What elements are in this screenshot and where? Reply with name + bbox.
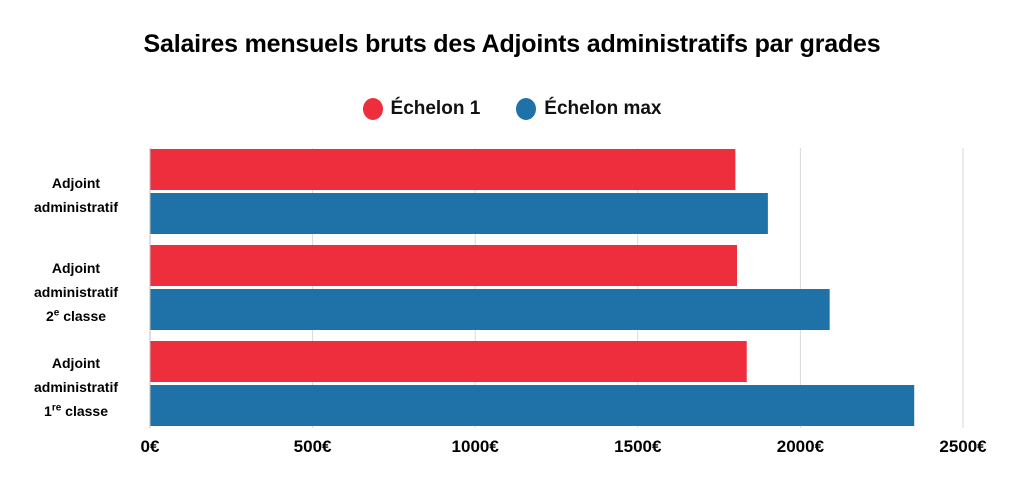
legend-item-echelon-1: Échelon 1 [362, 98, 481, 120]
bar-echelon-1 [150, 245, 737, 286]
category-label-superscript: re [51, 402, 62, 414]
category-label-2e-classe: Adjoint administratif 2e classe [10, 256, 142, 328]
legend-item-echelon-max: Échelon max [516, 98, 661, 120]
legend-label-echelon-1: Échelon 1 [390, 98, 481, 119]
category-label-line: 1re classe [10, 399, 142, 423]
category-label-line: Adjoint [51, 175, 101, 191]
category-label-line: administratif [33, 199, 118, 215]
category-label-line: Adjoint [51, 260, 101, 276]
category-label-grade-number: 2 [45, 308, 54, 324]
x-tick-label: 1500€ [614, 437, 662, 456]
legend-swatch-echelon-1 [362, 98, 383, 120]
category-label-line: 2e classe [10, 304, 142, 328]
bar-echelon-1 [150, 149, 736, 190]
bar-echelon-max [150, 385, 915, 426]
category-label-line: Adjoint [51, 355, 101, 371]
category-label-superscript: e [53, 307, 60, 319]
legend-label-echelon-max: Échelon max [544, 98, 662, 119]
x-tick-label: 2500€ [939, 437, 987, 456]
category-label-grade-word: classe [61, 403, 108, 419]
chart-title: Salaires mensuels bruts des Adjoints adm… [143, 30, 881, 58]
bar-echelon-1 [150, 341, 747, 382]
category-label-grade-word: classe [59, 308, 107, 324]
category-label-adjoint-administratif: Adjoint administratif [10, 171, 142, 219]
chart-legend: Échelon 1 Échelon max [0, 98, 1024, 120]
category-label-line: administratif [33, 284, 118, 300]
category-label-grade-number: 1 [44, 403, 52, 419]
bar-echelon-max [150, 289, 830, 330]
x-tick-label: 500€ [294, 437, 332, 456]
category-label-1re-classe: Adjoint administratif 1re classe [10, 351, 142, 423]
category-label-line: administratif [33, 379, 118, 395]
bar-echelon-max [150, 193, 768, 234]
x-tick-label: 1000€ [452, 437, 500, 456]
x-tick-label: 2000€ [777, 437, 825, 456]
x-tick-label: 0€ [141, 437, 160, 456]
legend-swatch-echelon-max [516, 98, 537, 120]
